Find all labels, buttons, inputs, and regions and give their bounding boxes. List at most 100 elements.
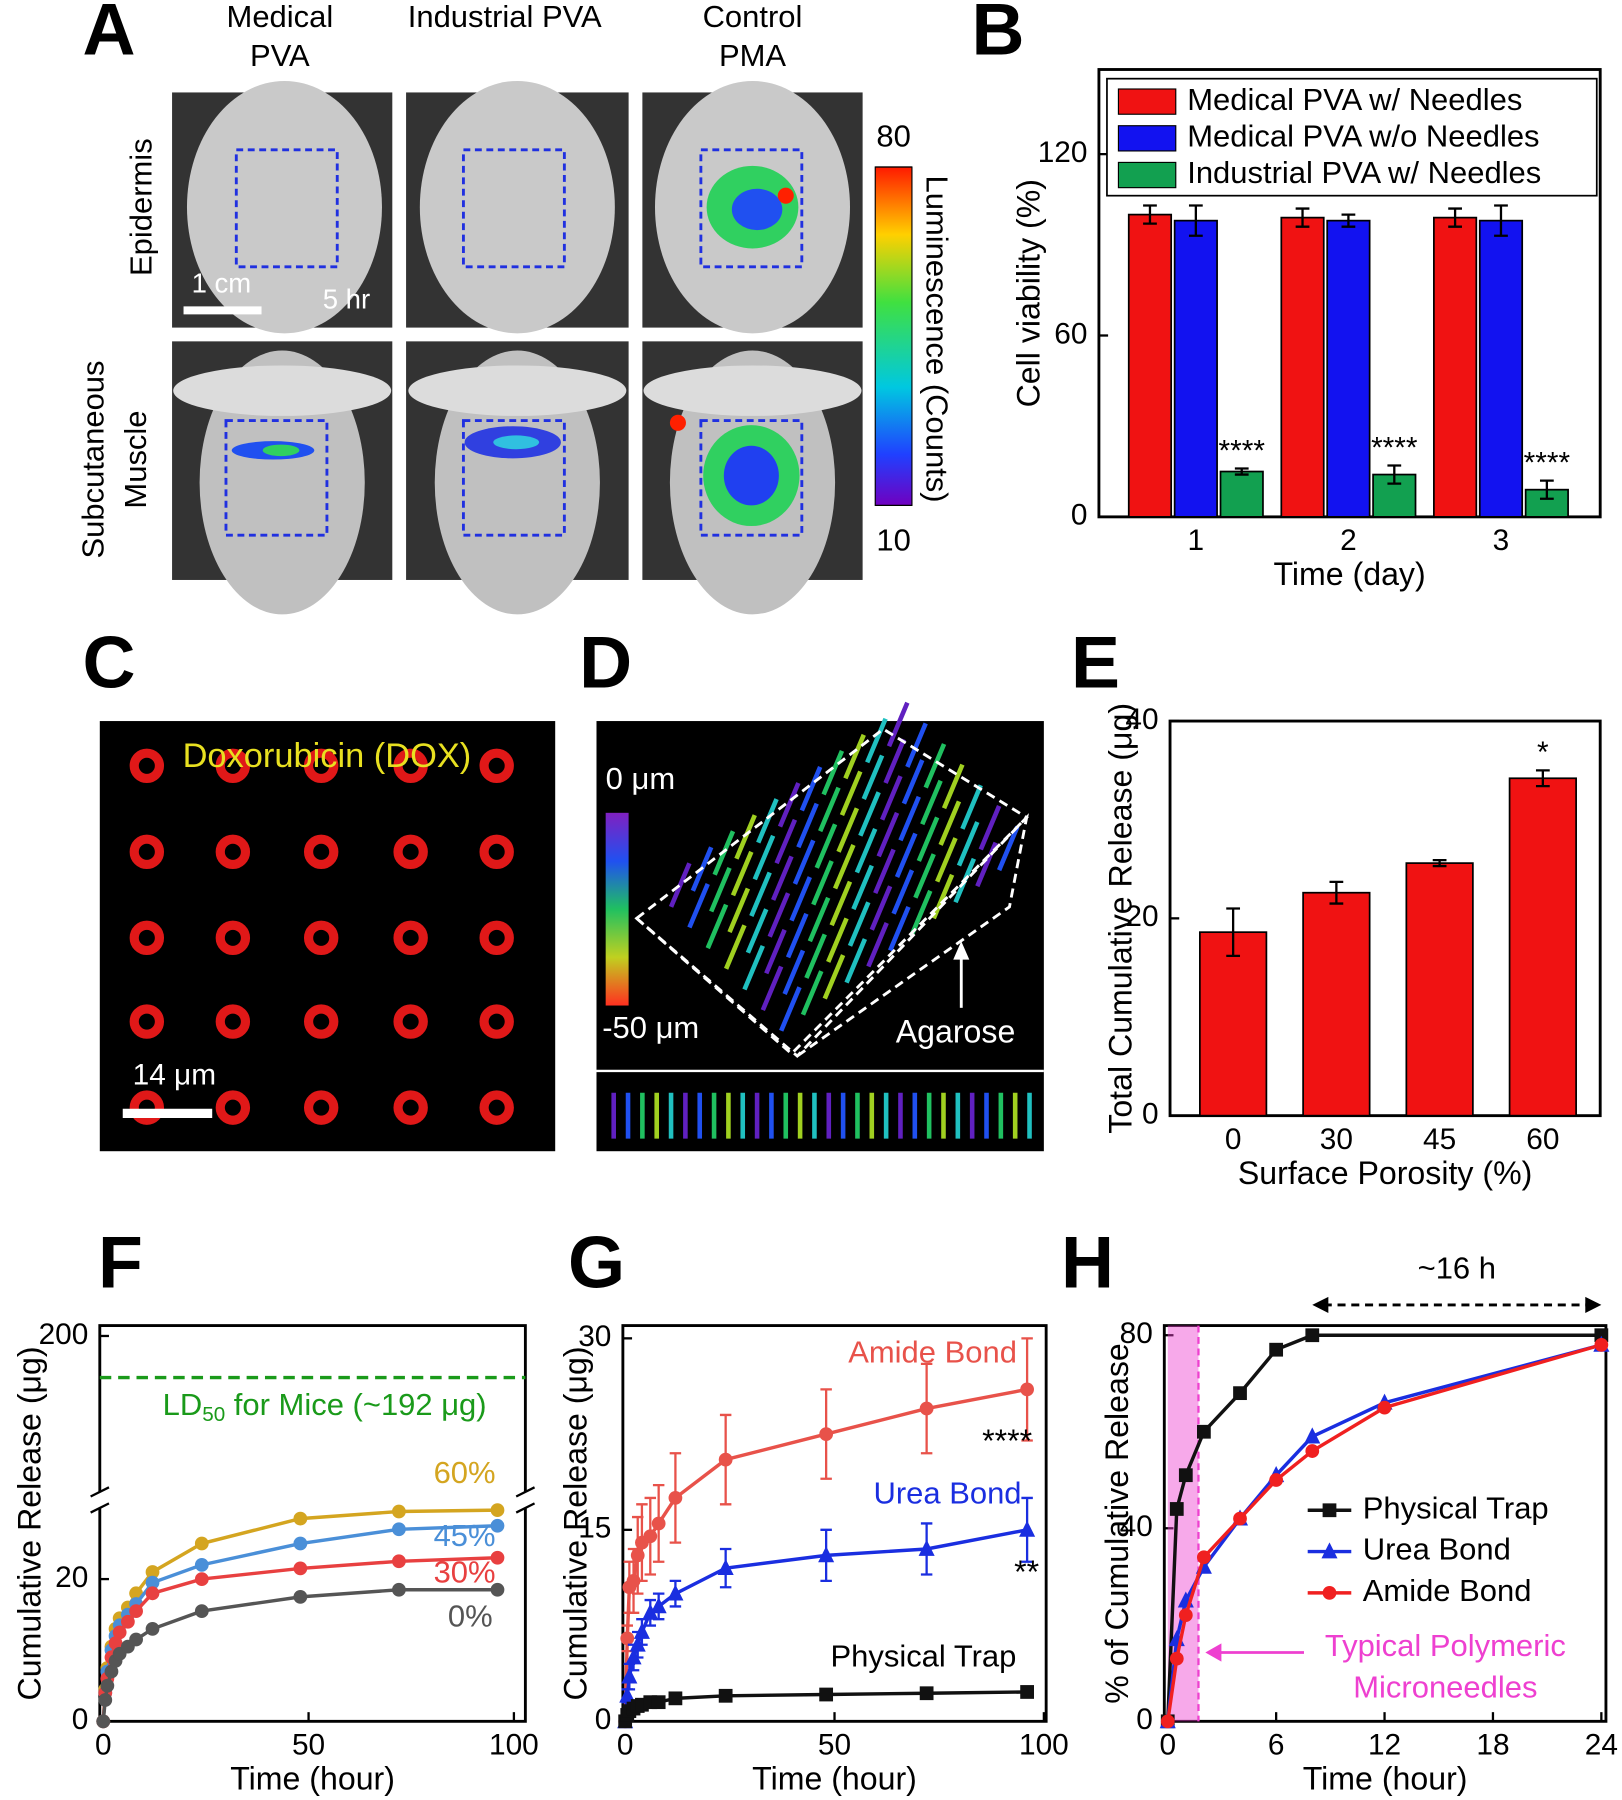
x-tick-label: 18	[1476, 1728, 1509, 1761]
axis-break	[90, 1486, 110, 1498]
error-bar	[1341, 213, 1356, 228]
marker	[919, 1686, 934, 1701]
marker	[633, 1622, 650, 1639]
marker	[1169, 1502, 1184, 1516]
marker	[129, 1632, 143, 1647]
needle	[920, 779, 943, 826]
marker	[1233, 1386, 1247, 1401]
axis-break	[90, 1502, 110, 1514]
needle	[752, 834, 776, 881]
y-tick-label: 0	[595, 1703, 612, 1736]
signal	[669, 414, 686, 431]
y-axis-label: Cumulative Release (μg)	[12, 1346, 48, 1700]
bar	[1405, 862, 1474, 1117]
ring	[479, 748, 514, 783]
y-tick-label: 15	[578, 1512, 611, 1545]
marker	[651, 1516, 666, 1531]
x-axis-label: Time (hour)	[1303, 1760, 1468, 1796]
marker	[98, 1693, 113, 1707]
needle	[745, 908, 769, 954]
row-title: Subcutaneous	[75, 361, 110, 559]
significance: ****	[982, 1423, 1032, 1459]
series-label: Physical Trap	[830, 1638, 1016, 1673]
bar	[1280, 216, 1325, 518]
needle	[886, 701, 910, 748]
marker	[392, 1522, 406, 1537]
y-axis-label: % of Cumulative Release	[1099, 1343, 1135, 1704]
panel-label: F	[98, 1222, 143, 1304]
y-tick-label: 30	[578, 1320, 611, 1353]
needle	[923, 743, 947, 789]
needle	[668, 862, 692, 908]
error-bar	[1539, 479, 1554, 500]
legend-label: Medical PVA w/ Needles	[1187, 82, 1522, 117]
legend-label: Amide Bond	[1363, 1573, 1532, 1608]
marker	[194, 1557, 209, 1572]
marker	[718, 1688, 733, 1703]
needle	[832, 844, 856, 890]
marker	[619, 1686, 636, 1703]
ring	[129, 1004, 165, 1039]
marker	[1321, 1542, 1338, 1559]
error-bar	[1535, 769, 1550, 788]
needle	[894, 832, 918, 878]
error-bar	[1226, 907, 1241, 957]
signal	[731, 188, 783, 231]
needle	[796, 802, 819, 849]
colorbar	[605, 812, 629, 1006]
significance: ****	[1219, 434, 1266, 467]
ring	[393, 920, 428, 956]
marker	[1233, 1511, 1247, 1526]
ring	[215, 748, 251, 783]
needle	[749, 871, 772, 917]
bar	[1478, 219, 1524, 518]
marker	[818, 1546, 835, 1563]
roi	[699, 419, 804, 537]
marker	[651, 1695, 666, 1710]
ring	[215, 1090, 251, 1125]
y-tick-label: 40	[1125, 703, 1158, 736]
image	[99, 721, 556, 1152]
marker	[104, 1664, 119, 1679]
needle	[821, 749, 845, 796]
marker	[1269, 1342, 1284, 1357]
marker	[668, 1691, 683, 1706]
y-tick-label: 40	[1120, 1510, 1153, 1543]
marker	[145, 1565, 160, 1579]
x-axis-label: Time (day)	[1273, 556, 1425, 592]
needle	[777, 782, 801, 828]
y-axis-label: Total Cumulative Release (μg)	[1102, 703, 1138, 1134]
needle	[880, 775, 903, 821]
needle	[687, 883, 710, 929]
needle	[847, 901, 871, 947]
y-tick-label: 20	[1125, 900, 1158, 933]
series-label: 30%	[434, 1555, 496, 1590]
needle	[997, 825, 1020, 872]
needle	[888, 905, 911, 952]
needle	[905, 722, 928, 768]
marker	[293, 1536, 308, 1551]
needle	[839, 770, 863, 817]
ring	[215, 920, 251, 956]
marker	[1178, 1468, 1193, 1483]
needle	[935, 837, 958, 883]
marker	[668, 1491, 683, 1505]
signal	[723, 445, 779, 506]
x-tick-label: 2	[1340, 524, 1357, 557]
needle	[807, 896, 831, 943]
marker	[293, 1589, 308, 1604]
span-label: ~16 h	[1418, 1251, 1496, 1286]
needle	[873, 848, 896, 895]
needle	[866, 922, 889, 968]
marker	[490, 1550, 505, 1565]
series-line	[101, 1588, 498, 1722]
marker	[1020, 1685, 1034, 1699]
marker	[100, 1678, 115, 1693]
y-tick-label: 0	[1142, 1098, 1159, 1131]
marker	[620, 1631, 635, 1646]
roi	[461, 148, 566, 269]
marker	[1269, 1473, 1284, 1487]
x-tick-label: 45	[1423, 1123, 1456, 1156]
colorbar-label: -50 μm	[602, 1010, 699, 1045]
column-title: Industrial PVA	[408, 0, 602, 34]
